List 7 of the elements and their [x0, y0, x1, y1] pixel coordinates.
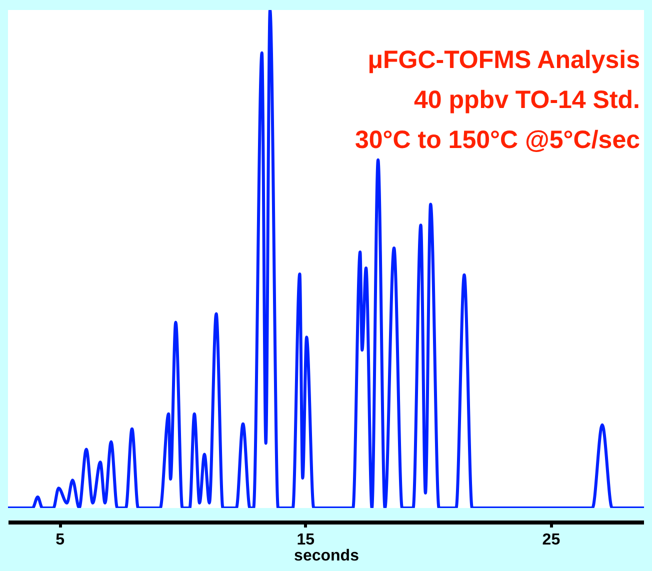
annotation: 30°C to 150°C @5°C/sec: [354, 126, 640, 154]
text: μFGC-TOFMS Analysis: [368, 46, 640, 74]
x-tick-label: 25: [542, 532, 560, 548]
x-tick-label: 15: [296, 532, 315, 548]
annotation: 40 ppbv TO-14 Std.: [414, 86, 640, 114]
x-axis-title: seconds: [294, 548, 360, 564]
x-tick-label: 5: [56, 532, 65, 548]
